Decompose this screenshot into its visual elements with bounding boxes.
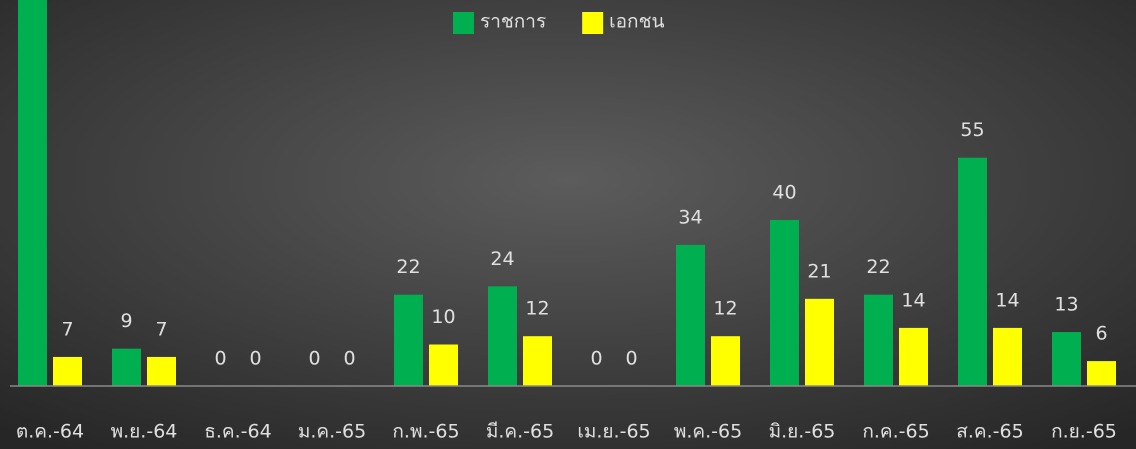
value-label: 6 xyxy=(1095,323,1107,345)
bar xyxy=(1052,332,1081,386)
bar xyxy=(958,157,987,386)
value-label: 0 xyxy=(590,348,602,370)
bar xyxy=(147,356,176,386)
bar xyxy=(1087,361,1116,386)
bar xyxy=(488,286,517,386)
bar xyxy=(899,327,928,386)
value-label: 0 xyxy=(214,348,226,370)
value-label: 55 xyxy=(960,119,984,141)
value-label: 0 xyxy=(343,348,355,370)
bar xyxy=(112,348,141,386)
bar xyxy=(864,294,893,386)
bar xyxy=(429,344,458,386)
legend-label: ราชการ xyxy=(480,11,546,33)
value-label: 12 xyxy=(525,298,549,320)
value-label: 7 xyxy=(61,318,73,340)
value-label: 14 xyxy=(901,289,925,311)
x-tick-label: เม.ย.-65 xyxy=(577,421,650,443)
x-tick-label: ธ.ค.-64 xyxy=(204,421,271,443)
bar xyxy=(770,219,799,386)
x-tick-label: ก.พ.-65 xyxy=(392,421,459,443)
x-tick-label: ต.ค.-64 xyxy=(16,421,84,443)
x-tick-label: พ.ค.-65 xyxy=(674,421,742,443)
value-label: 10 xyxy=(431,306,455,328)
bar xyxy=(394,294,423,386)
value-label: 0 xyxy=(625,348,637,370)
legend-swatch xyxy=(453,12,474,34)
bar xyxy=(711,336,740,386)
value-label: 24 xyxy=(490,248,514,270)
bar xyxy=(805,298,834,386)
value-label: 0 xyxy=(249,348,261,370)
x-tick-label: ก.ย.-65 xyxy=(1051,421,1117,443)
bar xyxy=(676,244,705,386)
value-label: 9 xyxy=(120,310,132,332)
value-label: 13 xyxy=(1054,294,1078,316)
value-label: 7 xyxy=(155,318,167,340)
value-label: 0 xyxy=(308,348,320,370)
bar xyxy=(993,327,1022,386)
x-tick-label: มี.ค.-65 xyxy=(486,421,554,443)
value-label: 40 xyxy=(772,181,796,203)
bar xyxy=(523,336,552,386)
value-label: 21 xyxy=(807,260,831,282)
x-tick-label: ม.ค.-65 xyxy=(298,421,366,443)
legend-label: เอกชน xyxy=(609,11,664,33)
value-label: 12 xyxy=(713,298,737,320)
x-tick-label: พ.ย.-64 xyxy=(111,421,178,443)
bar xyxy=(18,0,47,387)
value-label: 22 xyxy=(866,256,890,278)
legend-swatch xyxy=(582,12,604,34)
value-label: 14 xyxy=(995,289,1019,311)
bar xyxy=(53,356,82,386)
x-tick-label: ส.ค.-65 xyxy=(956,421,1023,443)
x-tick-label: มิ.ย.-65 xyxy=(769,421,836,443)
x-tick-label: ก.ค.-65 xyxy=(862,421,929,443)
value-label: 22 xyxy=(396,256,420,278)
value-label: 34 xyxy=(678,206,702,228)
